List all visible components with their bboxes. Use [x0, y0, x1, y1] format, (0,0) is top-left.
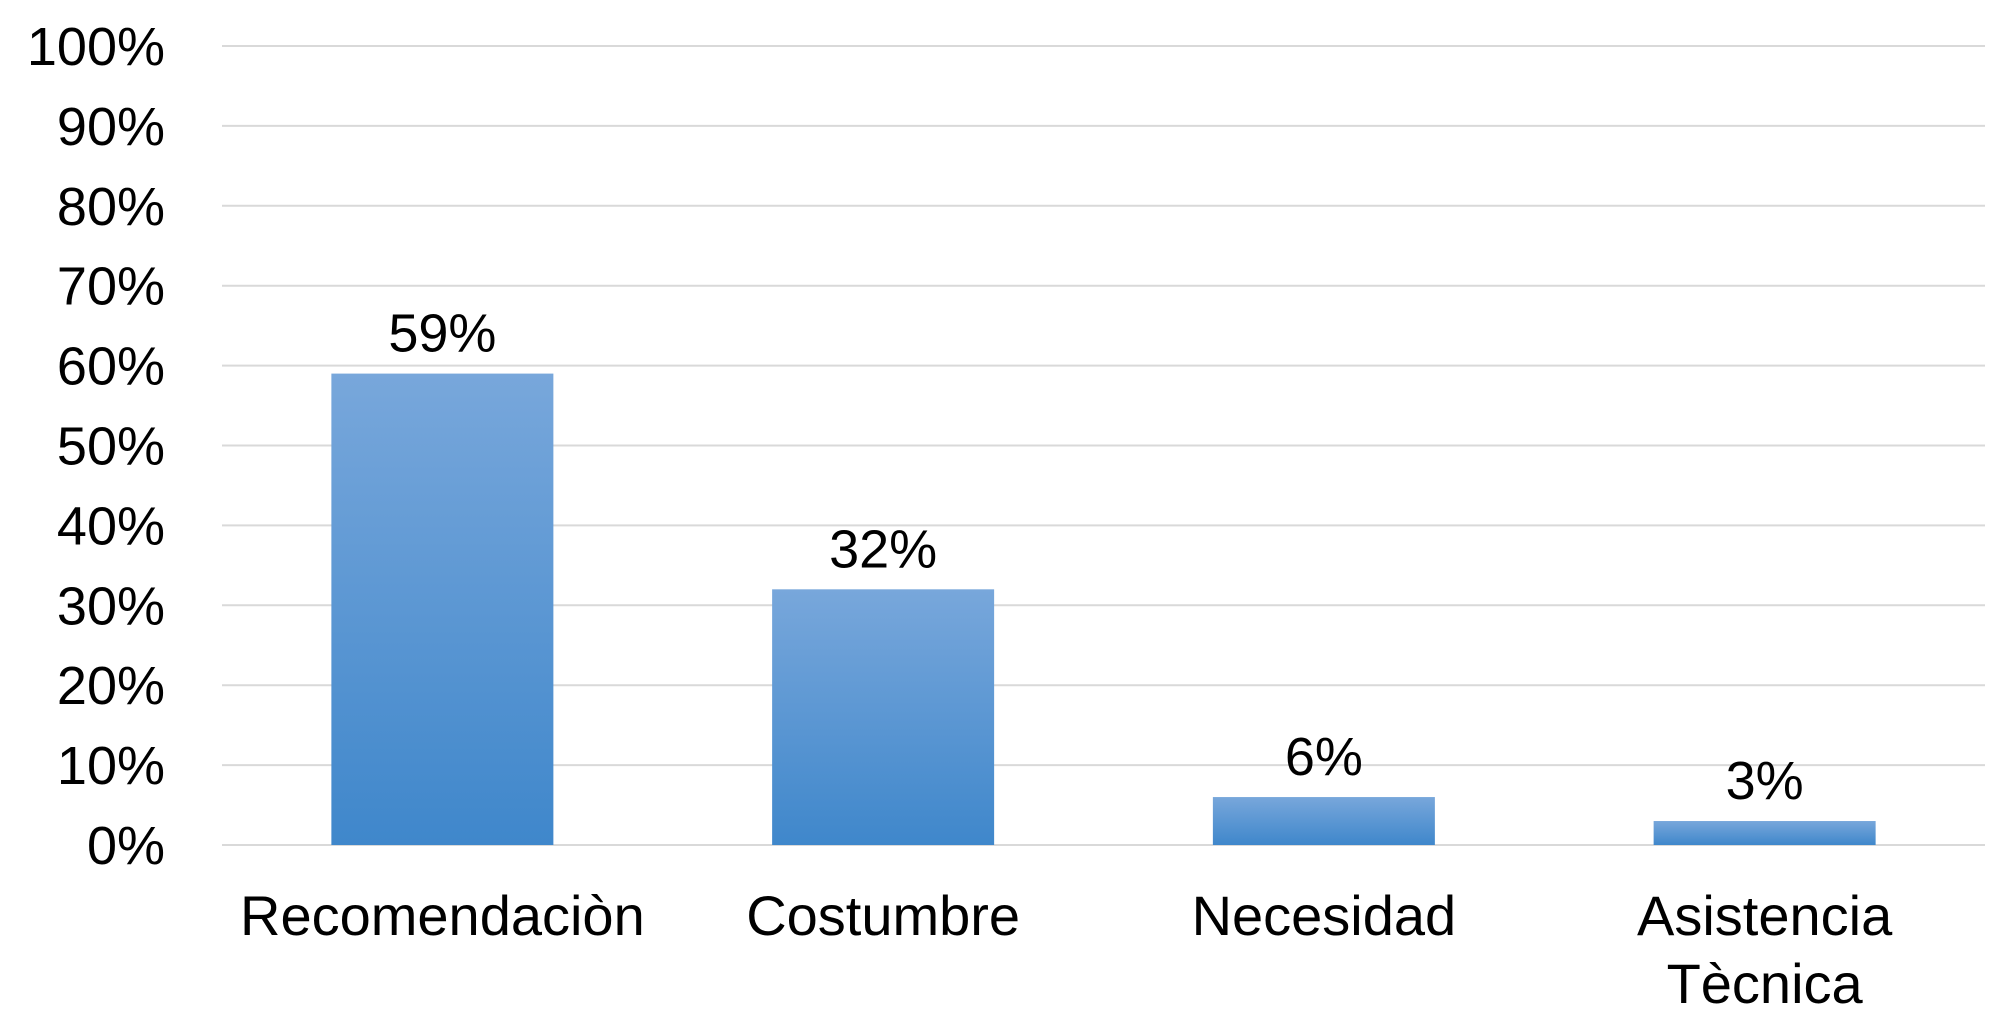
- y-tick-label: 20%: [57, 656, 165, 716]
- y-tick-label: 90%: [57, 97, 165, 157]
- x-category-label-line: Necesidad: [1192, 884, 1457, 947]
- y-tick-label: 50%: [57, 417, 165, 477]
- y-tick-label: 40%: [57, 496, 165, 556]
- bar: [772, 589, 995, 845]
- bars: [331, 373, 1876, 845]
- y-tick-label: 100%: [27, 17, 165, 77]
- x-category-label-line: Recomendaciòn: [240, 884, 645, 947]
- y-tick-label: 70%: [57, 257, 165, 317]
- x-category-label-line: Tècnica: [1667, 952, 1864, 1015]
- bar: [1212, 797, 1435, 845]
- x-category-label-line: Costumbre: [746, 884, 1020, 947]
- x-category-label: Costumbre: [746, 884, 1020, 947]
- data-label: 6%: [1285, 727, 1363, 787]
- data-label: 3%: [1726, 751, 1804, 811]
- data-label: 59%: [388, 304, 496, 364]
- y-tick-label: 30%: [57, 576, 165, 636]
- data-labels: 59% 32% 6% 3%: [388, 304, 1803, 811]
- y-tick-label: 80%: [57, 177, 165, 237]
- bar: [1653, 821, 1876, 845]
- bar: [331, 373, 554, 845]
- x-category-label-line: Asistencia: [1637, 884, 1893, 947]
- x-category-label: Necesidad: [1192, 884, 1457, 947]
- y-tick-label: 0%: [87, 816, 165, 876]
- data-label: 32%: [829, 519, 937, 579]
- x-category-label: Recomendaciòn: [240, 884, 645, 947]
- y-tick-label: 60%: [57, 337, 165, 397]
- x-axis-category-labels: Recomendaciòn Costumbre Necesidad Asistenci…: [240, 884, 1893, 1015]
- y-axis-tick-labels: 0% 10% 20% 30% 40% 50% 60% 70% 80% 90% 100%: [27, 17, 165, 876]
- x-category-label: Asistencia Tècnica: [1637, 884, 1893, 1015]
- y-tick-label: 10%: [57, 736, 165, 796]
